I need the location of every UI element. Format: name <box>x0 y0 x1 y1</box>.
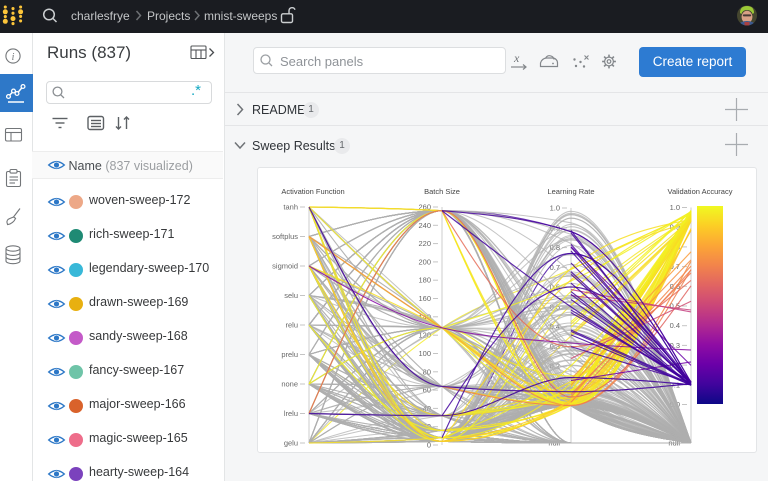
svg-text:0: 0 <box>427 441 431 450</box>
svg-text:x: x <box>513 51 520 65</box>
svg-text:sigmoid: sigmoid <box>272 262 298 271</box>
svg-text:60: 60 <box>423 386 431 395</box>
svg-text:0.6: 0.6 <box>670 282 680 291</box>
svg-text:260: 260 <box>418 203 431 212</box>
svg-text:0.4: 0.4 <box>550 322 560 331</box>
svg-text:0.4: 0.4 <box>670 321 680 330</box>
svg-text:lrelu: lrelu <box>284 409 298 418</box>
svg-text:0.3: 0.3 <box>550 342 560 351</box>
svg-text:relu: relu <box>285 321 298 330</box>
svg-text:0.7: 0.7 <box>550 263 560 272</box>
svg-text:220: 220 <box>418 239 431 248</box>
svg-text:gelu: gelu <box>284 439 298 448</box>
svg-text:none: none <box>281 380 298 389</box>
svg-text:240: 240 <box>418 221 431 230</box>
svg-text:180: 180 <box>418 276 431 285</box>
svg-text:tanh: tanh <box>283 203 298 212</box>
svg-text:selu: selu <box>284 291 298 300</box>
svg-text:1.0: 1.0 <box>550 204 560 213</box>
svg-text:0.3: 0.3 <box>670 341 680 350</box>
svg-text:160: 160 <box>418 294 431 303</box>
svg-text:0.5: 0.5 <box>670 302 680 311</box>
svg-text:softplus: softplus <box>272 232 298 241</box>
svg-text:Batch Size: Batch Size <box>424 187 460 196</box>
svg-text:80: 80 <box>423 367 431 376</box>
svg-text:200: 200 <box>418 257 431 266</box>
svg-text:Activation Function: Activation Function <box>281 187 344 196</box>
svg-text:1.0: 1.0 <box>670 203 680 212</box>
svg-text:Learning Rate: Learning Rate <box>547 187 594 196</box>
svg-text:i: i <box>12 52 15 63</box>
svg-text:100: 100 <box>418 349 431 358</box>
svg-text:120: 120 <box>418 331 431 340</box>
svg-text:Validation Accuracy: Validation Accuracy <box>668 187 733 196</box>
svg-text:0.8: 0.8 <box>550 243 560 252</box>
svg-text:prelu: prelu <box>281 350 298 359</box>
svg-text:0.7: 0.7 <box>670 262 680 271</box>
